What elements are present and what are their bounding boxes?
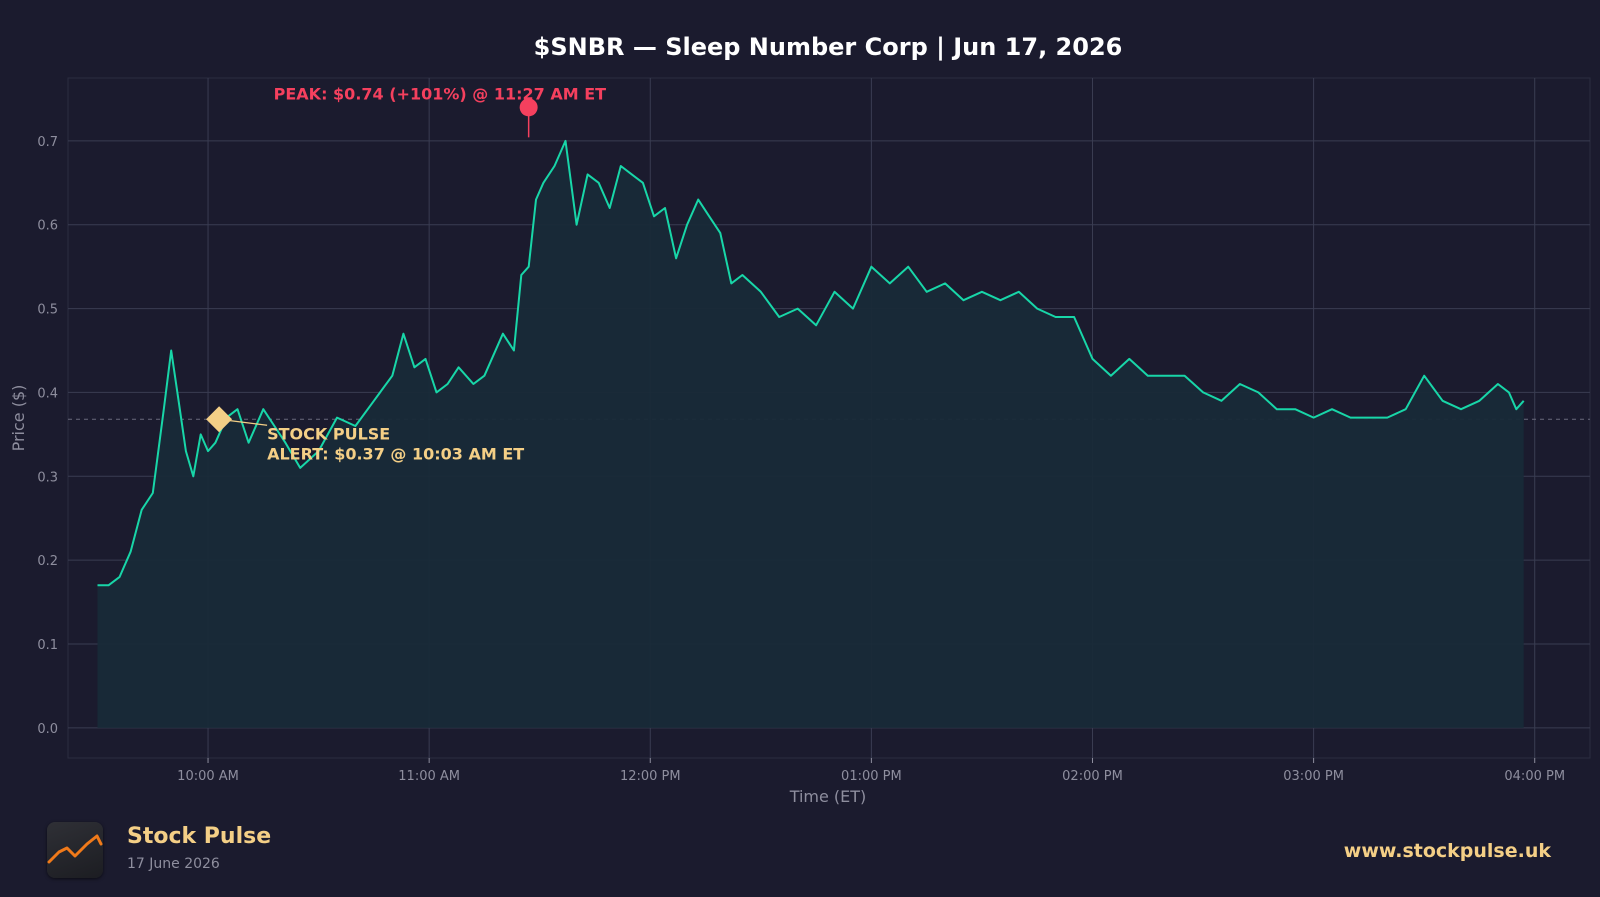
alert-marker — [206, 406, 233, 433]
price-series — [97, 139, 1525, 728]
brand-date: 17 June 2026 — [127, 856, 220, 872]
footer: Stock Pulse 17 June 2026 www.stockpulse.… — [0, 808, 1600, 897]
plot-frame — [67, 77, 1591, 759]
y-axis-label: Price ($) — [9, 385, 28, 452]
trend-line-icon — [47, 834, 103, 864]
x-axis-label: Time (ET) — [789, 787, 867, 806]
y-tick-label: 0.4 — [37, 386, 58, 401]
brand-name: Stock Pulse — [127, 824, 272, 849]
y-tick-label: 0.5 — [37, 303, 58, 318]
y-tick-label: 0.3 — [37, 470, 58, 485]
y-tick-label: 0.1 — [37, 638, 58, 653]
website-link[interactable]: www.stockpulse.uk — [1343, 840, 1551, 862]
alert-label-line1: STOCK PULSE — [267, 424, 390, 443]
x-tick-label: 12:00 PM — [620, 769, 681, 784]
chart-title: $SNBR — Sleep Number Corp | Jun 17, 2026 — [534, 33, 1123, 61]
x-tick-label: 11:00 AM — [398, 769, 460, 784]
brand-logo — [47, 822, 103, 878]
price-area-fill — [97, 140, 1524, 728]
price-chart: $SNBR — Sleep Number Corp | Jun 17, 2026… — [9, 33, 1591, 806]
y-tick-label: 0.6 — [37, 219, 58, 234]
axes: 0.0 0.1 0.2 0.3 0.4 0.5 0.6 0.7 10:00 AM 11:00 AM… — [37, 135, 1565, 784]
x-tick-label: 04:00 PM — [1504, 769, 1565, 784]
alert-label-line2: ALERT: $0.37 @ 10:03 AM ET — [267, 444, 524, 463]
y-tick-label: 0.0 — [37, 722, 58, 737]
x-tick-label: 01:00 PM — [841, 769, 902, 784]
x-tick-label: 02:00 PM — [1062, 769, 1123, 784]
peak-label: PEAK: $0.74 (+101%) @ 11:27 AM ET — [274, 84, 606, 103]
price-line — [97, 139, 1525, 587]
x-tick-label: 03:00 PM — [1283, 769, 1344, 784]
x-tick-label: 10:00 AM — [177, 769, 239, 784]
y-tick-label: 0.7 — [37, 135, 58, 150]
peak-marker — [519, 98, 538, 117]
annotations: PEAK: $0.74 (+101%) @ 11:27 AM ET STOCK P… — [206, 84, 606, 463]
y-tick-label: 0.2 — [37, 554, 58, 569]
